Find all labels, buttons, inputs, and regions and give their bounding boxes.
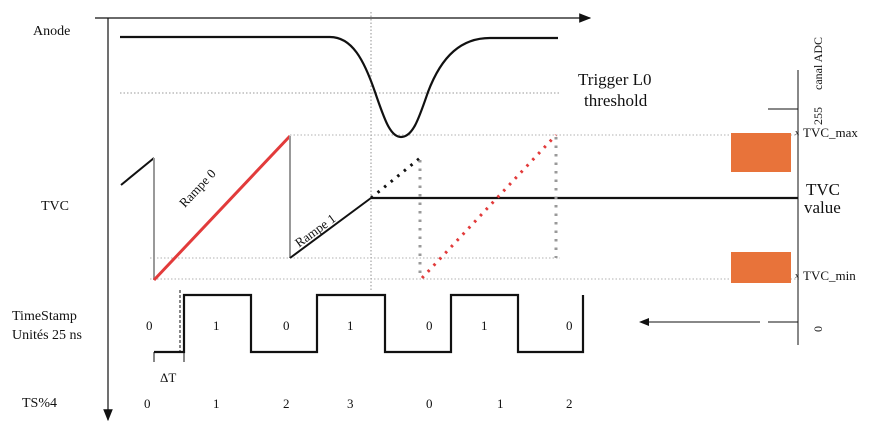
adc-255-label: 255 <box>811 107 825 125</box>
ramp-red-extrapolation <box>420 133 558 280</box>
timestamp-clock <box>154 293 585 354</box>
tvc-label: TVC <box>41 199 69 214</box>
timestamp-value: 0 <box>426 318 433 333</box>
timestamp-value: 1 <box>213 318 220 333</box>
ts-mod-value: 2 <box>566 396 573 411</box>
delta-t-label: ΔT <box>160 370 177 385</box>
anode-signal <box>120 35 558 139</box>
ramp-1-line <box>289 197 372 259</box>
timestamp-value: 0 <box>146 318 153 333</box>
threshold-label: threshold <box>584 91 648 110</box>
timestamp-value: 1 <box>481 318 488 333</box>
tvc-value-label: value <box>804 198 841 217</box>
tvc-min-label: TVC_min <box>803 268 856 283</box>
tvc-initial-ramp <box>120 157 155 186</box>
tvc-min-marker: x <box>795 271 799 280</box>
ts-mod-value: 3 <box>347 396 354 411</box>
ramp-1-extrapolation <box>370 156 421 200</box>
timestamp-units-label: Unités 25 ns <box>12 328 82 343</box>
ts-mod-value: 1 <box>497 396 504 411</box>
adc-axis-label: canal ADC <box>811 37 825 90</box>
ts-mod-value: 1 <box>213 396 220 411</box>
tvc-min-block <box>731 252 791 283</box>
ts-mod-label: TS%4 <box>22 396 57 411</box>
timestamp-value: 1 <box>347 318 354 333</box>
tvc-value-title: TVC <box>806 180 840 199</box>
tvc-max-marker: x <box>795 128 799 137</box>
trigger-label: Trigger L0 <box>578 70 652 89</box>
ts-mod-value: 2 <box>283 396 290 411</box>
ramp-0-line <box>152 134 292 282</box>
ts-mod-value: 0 <box>426 396 433 411</box>
adc-0-label: 0 <box>811 326 825 332</box>
timestamp-label: TimeStamp <box>12 309 77 324</box>
anode-label: Anode <box>33 24 71 39</box>
timestamp-value: 0 <box>283 318 290 333</box>
tvc-max-label: TVC_max <box>803 125 858 140</box>
ts-mod-value: 0 <box>144 396 151 411</box>
timestamp-value: 0 <box>566 318 573 333</box>
tvc-max-block <box>731 133 791 172</box>
